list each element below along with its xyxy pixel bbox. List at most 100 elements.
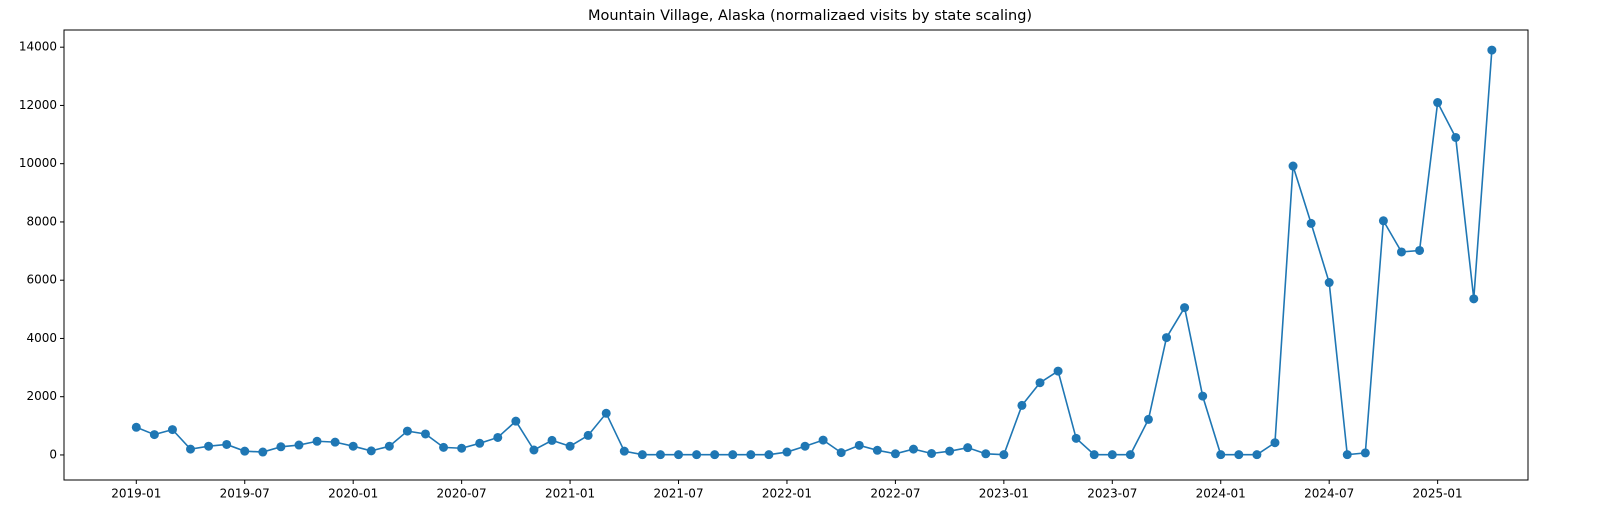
data-point bbox=[1143, 414, 1153, 424]
data-point bbox=[511, 416, 521, 426]
data-point bbox=[493, 432, 503, 442]
x-tick-label: 2020-01 bbox=[328, 487, 378, 501]
data-point bbox=[240, 446, 250, 456]
data-point bbox=[637, 450, 647, 460]
data-point bbox=[529, 445, 539, 455]
data-point bbox=[186, 444, 196, 454]
x-tick-label: 2023-07 bbox=[1087, 487, 1137, 501]
data-point bbox=[746, 450, 756, 460]
data-point bbox=[999, 450, 1009, 460]
plot-frame bbox=[63, 29, 1529, 481]
data-point bbox=[1360, 448, 1370, 458]
data-point bbox=[674, 450, 684, 460]
y-tick-label: 6000 bbox=[26, 273, 57, 287]
data-point bbox=[1487, 45, 1497, 55]
chart-title: Mountain Village, Alaska (normalizaed vi… bbox=[588, 8, 1032, 24]
data-point bbox=[475, 438, 485, 448]
data-point bbox=[800, 441, 810, 451]
data-point bbox=[439, 442, 449, 452]
data-point bbox=[149, 430, 159, 440]
data-point bbox=[619, 446, 629, 456]
x-tick-label: 2022-07 bbox=[870, 487, 920, 501]
y-tick-label: 12000 bbox=[19, 98, 57, 112]
data-point bbox=[818, 435, 828, 445]
x-tick-label: 2022-01 bbox=[762, 487, 812, 501]
data-point bbox=[1071, 433, 1081, 443]
data-point bbox=[963, 443, 973, 453]
data-point bbox=[384, 441, 394, 451]
data-point bbox=[1017, 400, 1027, 410]
x-tick-label: 2020-07 bbox=[437, 487, 487, 501]
data-point bbox=[601, 408, 611, 418]
data-point bbox=[1198, 391, 1208, 401]
data-point bbox=[945, 446, 955, 456]
data-point bbox=[836, 448, 846, 458]
data-point bbox=[1342, 450, 1352, 460]
data-point bbox=[1107, 450, 1117, 460]
data-point bbox=[167, 425, 177, 435]
data-point bbox=[312, 436, 322, 446]
data-point bbox=[655, 450, 665, 460]
data-point bbox=[457, 443, 467, 453]
data-point bbox=[276, 442, 286, 452]
data-point bbox=[854, 440, 864, 450]
data-point bbox=[782, 447, 792, 457]
data-point bbox=[583, 430, 593, 440]
x-tick-label: 2024-07 bbox=[1304, 487, 1354, 501]
y-tick-label: 0 bbox=[49, 447, 57, 461]
data-point bbox=[710, 450, 720, 460]
data-point bbox=[890, 449, 900, 459]
y-tick-label: 2000 bbox=[26, 389, 57, 403]
x-tick-label: 2021-07 bbox=[653, 487, 703, 501]
data-point bbox=[981, 449, 991, 459]
data-point bbox=[1288, 161, 1298, 171]
data-point bbox=[366, 446, 376, 456]
data-point bbox=[258, 447, 268, 457]
data-point bbox=[1378, 216, 1388, 226]
data-point bbox=[547, 435, 557, 445]
data-point bbox=[348, 441, 358, 451]
x-tick-label: 2024-01 bbox=[1196, 487, 1246, 501]
data-point bbox=[1306, 218, 1316, 228]
data-point bbox=[1216, 450, 1226, 460]
data-point bbox=[1053, 366, 1063, 376]
data-point bbox=[204, 441, 214, 451]
data-point bbox=[1415, 245, 1425, 255]
data-point bbox=[222, 439, 232, 449]
data-point bbox=[420, 429, 430, 439]
data-point bbox=[764, 450, 774, 460]
x-tick-label: 2019-07 bbox=[220, 487, 270, 501]
y-tick-label: 4000 bbox=[26, 331, 57, 345]
data-point bbox=[131, 422, 141, 432]
data-point bbox=[908, 444, 918, 454]
data-point bbox=[565, 441, 575, 451]
y-tick-label: 10000 bbox=[19, 156, 57, 170]
data-point bbox=[1234, 450, 1244, 460]
x-tick-label: 2025-01 bbox=[1413, 487, 1463, 501]
data-point bbox=[1035, 378, 1045, 388]
data-point bbox=[1270, 438, 1280, 448]
data-point bbox=[1396, 247, 1406, 257]
x-tick-label: 2021-01 bbox=[545, 487, 595, 501]
data-point bbox=[1252, 450, 1262, 460]
y-tick-label: 14000 bbox=[19, 40, 57, 54]
data-point bbox=[402, 426, 412, 436]
data-point bbox=[1180, 303, 1190, 313]
data-point bbox=[1089, 450, 1099, 460]
data-point bbox=[872, 445, 882, 455]
data-point bbox=[1324, 278, 1334, 288]
x-tick-label: 2023-01 bbox=[979, 487, 1029, 501]
data-point bbox=[1433, 98, 1443, 108]
x-tick-label: 2019-01 bbox=[111, 487, 161, 501]
data-point bbox=[692, 450, 702, 460]
data-point bbox=[1162, 333, 1172, 343]
data-point bbox=[330, 437, 340, 447]
data-point bbox=[1125, 450, 1135, 460]
data-point bbox=[728, 450, 738, 460]
y-tick-label: 8000 bbox=[26, 214, 57, 228]
data-point bbox=[927, 448, 937, 458]
data-point bbox=[1469, 294, 1479, 304]
data-point bbox=[1451, 132, 1461, 142]
